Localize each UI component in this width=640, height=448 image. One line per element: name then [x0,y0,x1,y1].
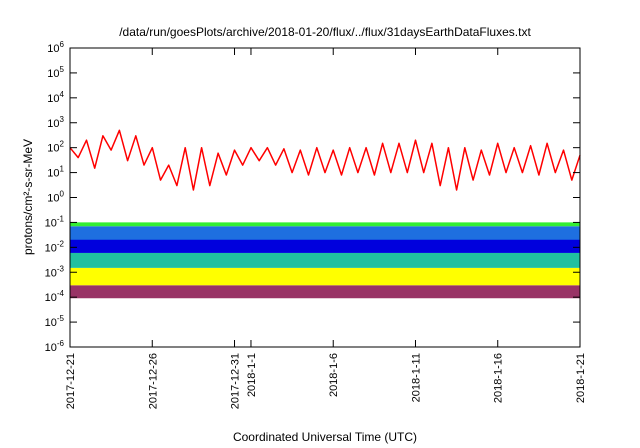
x-tick-label: 2018-1-11 [410,353,422,402]
y-tick-label: 101 [47,165,64,180]
y-axis: 10-6 10-5 10-4 10-3 10-2 10-1 100 101 102 103 104 1… [45,40,580,354]
y-tick-label: 100 [47,190,64,205]
x-tick-label: 2018-1-6 [328,353,340,397]
y-tick-label: 103 [47,115,64,130]
y-tick-label: 102 [47,140,64,155]
x-tick-label: 2018-1-21 [575,353,587,403]
x-tick-label: 2018-1-1 [246,353,258,397]
plot-frame [69,47,581,348]
y-tick-label: 10-3 [45,264,65,279]
y-tick-label: 10-6 [45,339,65,354]
series-band-1 [70,285,580,299]
x-tick-label: 2017-12-26 [147,353,159,409]
y-tick-label: 10-1 [45,214,65,229]
chart-title: /data/run/goesPlots/archive/2018-01-20/f… [119,25,531,39]
y-tick-label: 10-4 [45,289,65,304]
series-band-6 [70,239,580,253]
x-tick-label: 2017-12-31 [230,353,242,409]
x-tick-label: 2017-12-21 [65,353,77,409]
y-axis-label: protons/cm²-s-sr-MeV [21,139,35,255]
y-tick-label: 10-5 [45,314,65,329]
series-line-7 [69,129,581,191]
series-band-5 [70,222,580,227]
y-tick-label: 106 [47,40,64,55]
y-tick-label: 10-2 [45,239,65,254]
series-band-2 [70,267,580,286]
series-band-3 [70,252,580,268]
x-axis-label: Coordinated Universal Time (UTC) [233,430,417,444]
series-layer [69,129,581,299]
y-tick-label: 104 [47,90,64,105]
y-tick-label: 105 [47,65,64,80]
x-axis: 2017-12-21 2017-12-26 2017-12-31 2018-1-1 20… [65,48,587,409]
x-tick-label: 2018-1-16 [493,353,505,403]
